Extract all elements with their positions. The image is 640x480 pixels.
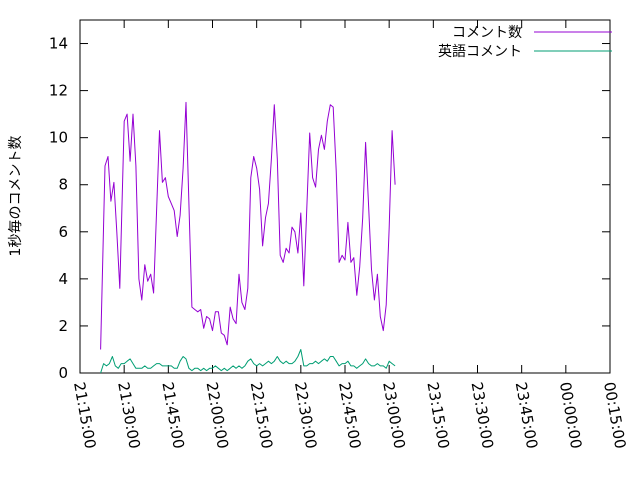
series-line-0 (100, 101, 396, 350)
x-tick-label: 22:30:00 (291, 381, 320, 450)
x-tick-label: 21:45:00 (158, 381, 187, 450)
legend-label-1: 英語コメント (438, 43, 522, 60)
series-line-1 (100, 349, 396, 374)
y-axis: 0 2 4 6 8 10 12 14 (49, 35, 610, 382)
x-tick-label: 00:15:00 (600, 381, 629, 450)
y-tick-label: 12 (49, 82, 68, 100)
y-tick-label: 6 (58, 223, 68, 241)
series-layer (100, 101, 396, 374)
x-axis: 21:15:00 21:30:00 21:45:00 22:00:00 22:15:00… (70, 20, 629, 450)
y-tick-label: 2 (58, 317, 68, 335)
x-tick-label: 23:45:00 (512, 381, 541, 450)
plot-frame (79, 19, 611, 374)
x-tick-label: 22:15:00 (247, 381, 276, 450)
y-tick-label: 8 (58, 176, 68, 194)
x-tick-label: 22:00:00 (203, 381, 232, 450)
x-tick-label: 22:45:00 (335, 381, 364, 450)
y-tick-label: 14 (49, 35, 68, 53)
x-tick-label: 21:30:00 (114, 381, 143, 450)
x-tick-label: 23:15:00 (423, 381, 452, 450)
y-tick-label: 4 (58, 270, 68, 288)
y-tick-label: 0 (58, 364, 68, 382)
y-axis-label: 1秒毎のコメント数 (8, 136, 24, 257)
x-tick-label: 21:15:00 (70, 381, 99, 450)
x-tick-label: 23:00:00 (379, 381, 408, 450)
x-tick-label: 00:00:00 (556, 381, 585, 450)
x-tick-label: 23:30:00 (468, 381, 497, 450)
y-tick-label: 10 (49, 129, 68, 147)
legend-label-0: コメント数 (452, 25, 522, 41)
